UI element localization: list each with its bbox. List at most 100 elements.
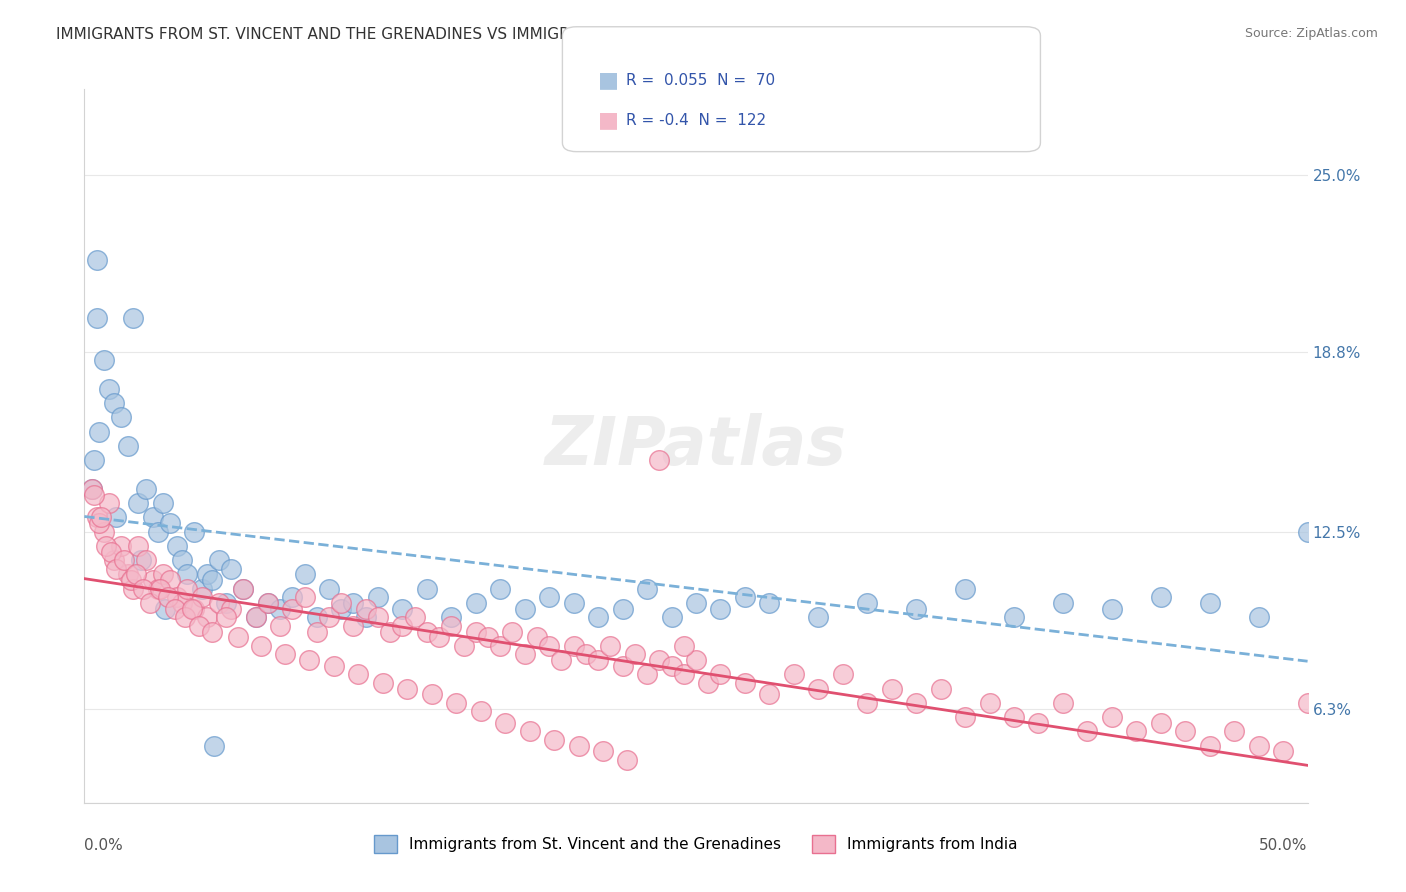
Text: R =  0.055  N =  70: R = 0.055 N = 70: [626, 73, 775, 87]
Point: [404, 610, 426, 624]
Point: [538, 639, 561, 653]
Point: [513, 601, 536, 615]
Point: [342, 596, 364, 610]
Point: [153, 601, 176, 615]
Point: [391, 601, 413, 615]
Point: [166, 539, 188, 553]
Point: [86, 510, 108, 524]
Point: [562, 639, 585, 653]
Point: [1052, 696, 1074, 710]
Point: [599, 639, 621, 653]
Point: [543, 733, 565, 747]
Text: R = -0.4  N =  122: R = -0.4 N = 122: [626, 113, 766, 128]
Point: [200, 573, 222, 587]
Point: [90, 510, 112, 524]
Text: Source: ZipAtlas.com: Source: ZipAtlas.com: [1244, 27, 1378, 40]
Point: [188, 619, 211, 633]
Text: IMMIGRANTS FROM ST. VINCENT AND THE GRENADINES VS IMMIGRANTS FROM INDIA DISABILI: IMMIGRANTS FROM ST. VINCENT AND THE GREN…: [56, 27, 965, 42]
Point: [526, 630, 548, 644]
Point: [83, 453, 105, 467]
Point: [86, 310, 108, 325]
Point: [146, 582, 169, 596]
Text: ■: ■: [598, 111, 619, 130]
Point: [93, 524, 115, 539]
Point: [87, 425, 110, 439]
Point: [636, 667, 658, 681]
Point: [249, 639, 271, 653]
Point: [758, 596, 780, 610]
Text: 0.0%: 0.0%: [84, 838, 124, 854]
Point: [380, 624, 402, 639]
Point: [391, 619, 413, 633]
Point: [416, 624, 439, 639]
Point: [191, 582, 214, 596]
Point: [1174, 724, 1197, 739]
Point: [697, 676, 720, 690]
Point: [1002, 610, 1025, 624]
Point: [953, 582, 976, 596]
Point: [80, 482, 103, 496]
Point: [219, 601, 242, 615]
Point: [191, 591, 214, 605]
Point: [342, 619, 364, 633]
Point: [281, 591, 304, 605]
Point: [228, 630, 250, 644]
Point: [156, 591, 179, 605]
Point: [110, 410, 132, 425]
Point: [117, 567, 139, 582]
Point: [245, 610, 267, 624]
Point: [122, 582, 145, 596]
Point: [427, 630, 450, 644]
Point: [132, 582, 155, 596]
Point: [396, 681, 419, 696]
Point: [685, 653, 707, 667]
Point: [257, 596, 280, 610]
Point: [103, 553, 125, 567]
Point: [1272, 744, 1295, 758]
Point: [1296, 524, 1319, 539]
Point: [672, 667, 695, 681]
Point: [176, 567, 198, 582]
Point: [87, 516, 110, 530]
Point: [586, 610, 609, 624]
Point: [281, 601, 304, 615]
Point: [1101, 601, 1123, 615]
Point: [100, 544, 122, 558]
Point: [127, 539, 149, 553]
Point: [502, 624, 524, 639]
Point: [734, 676, 756, 690]
Point: [1052, 596, 1074, 610]
Point: [200, 624, 222, 639]
Point: [489, 639, 512, 653]
Point: [612, 658, 634, 673]
Point: [215, 610, 238, 624]
Point: [318, 582, 340, 596]
Point: [97, 382, 120, 396]
Point: [245, 610, 267, 624]
Point: [195, 567, 218, 582]
Point: [624, 648, 647, 662]
Point: [183, 601, 205, 615]
Point: [127, 496, 149, 510]
Point: [97, 496, 120, 510]
Point: [1125, 724, 1147, 739]
Point: [1150, 591, 1173, 605]
Point: [783, 667, 806, 681]
Point: [1198, 596, 1220, 610]
Point: [440, 610, 463, 624]
Point: [181, 601, 204, 615]
Point: [103, 396, 125, 410]
Legend: Immigrants from St. Vincent and the Grenadines, Immigrants from India: Immigrants from St. Vincent and the Gren…: [368, 829, 1024, 859]
Point: [453, 639, 475, 653]
Point: [856, 596, 879, 610]
Point: [709, 601, 731, 615]
Point: [1076, 724, 1098, 739]
Point: [929, 681, 952, 696]
Point: [152, 567, 174, 582]
Point: [354, 610, 377, 624]
Point: [117, 439, 139, 453]
Point: [371, 676, 394, 690]
Point: [135, 553, 157, 567]
Point: [567, 739, 589, 753]
Point: [1198, 739, 1220, 753]
